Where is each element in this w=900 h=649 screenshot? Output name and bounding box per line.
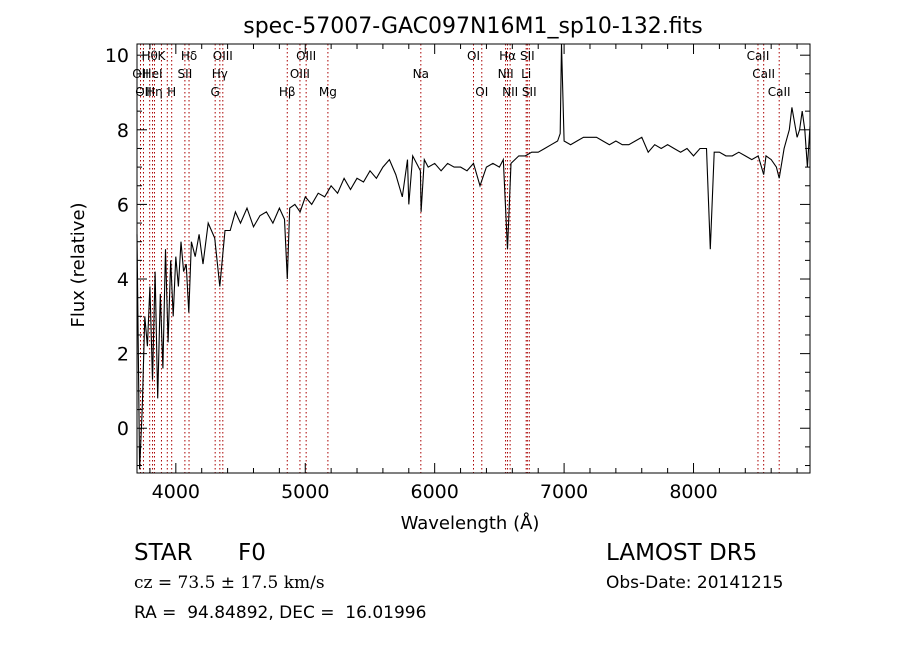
- line-marker-label: Mg: [319, 85, 337, 99]
- line-marker-label: K: [158, 49, 167, 63]
- line-marker-label: CaII: [747, 49, 770, 63]
- line-marker-label: SII: [178, 67, 193, 81]
- line-marker-label: Hγ: [212, 67, 228, 81]
- line-marker-label: CaII: [752, 67, 775, 81]
- line-marker-label: Hα: [499, 49, 516, 63]
- y-tick-label: 2: [117, 344, 129, 366]
- y-tick-label: 10: [105, 45, 129, 67]
- redshift-velocity: cz = 73.5 ± 17.5 km/s: [134, 573, 325, 593]
- line-markers: [139, 44, 780, 473]
- line-marker-label: Hθ: [141, 49, 157, 63]
- line-marker-label: Na: [413, 67, 429, 81]
- x-tick-label: 6000: [410, 481, 458, 503]
- observation-date: Obs-Date: 20141215: [606, 573, 784, 593]
- y-tick-label: 0: [117, 418, 129, 440]
- line-marker-label: H: [167, 85, 176, 99]
- y-tick-label: 4: [117, 269, 129, 291]
- y-axis-label: Flux (relative): [68, 202, 89, 327]
- x-tick-label: 4000: [152, 481, 200, 503]
- line-marker-label: OIII: [290, 67, 310, 81]
- line-marker-labels: OIIOIIHθHeIHηKHSIIHδGHγOIIIHβOIIIOIIIMgN…: [132, 49, 790, 99]
- y-tick-label: 6: [117, 194, 129, 216]
- y-tick-label: 8: [117, 120, 129, 142]
- x-tick-label: 8000: [669, 481, 717, 503]
- x-axis-label: Wavelength (Å): [401, 512, 540, 534]
- line-marker-label: OIII: [213, 49, 233, 63]
- coordinates: RA = 94.84892, DEC = 16.01996: [134, 603, 427, 623]
- survey-name: LAMOST DR5: [606, 540, 758, 566]
- object-class: STAR: [134, 540, 193, 566]
- line-marker-label: OI: [475, 85, 488, 99]
- line-marker-label: SII: [520, 49, 535, 63]
- line-marker-label: OIII: [296, 49, 316, 63]
- chart-title: spec-57007-GAC097N16M1_sp10-132.fits: [243, 14, 703, 39]
- line-marker-label: G: [211, 85, 220, 99]
- axis-ticks: 4000 5000 6000 7000 8000 0 2 4 6 8 10: [105, 44, 810, 503]
- line-marker-label: OII: [135, 85, 152, 99]
- line-marker-label: NII: [502, 85, 518, 99]
- x-tick-label: 5000: [281, 481, 329, 503]
- line-marker-label: Hδ: [181, 49, 197, 63]
- plot-frame: [136, 43, 811, 474]
- line-marker-label: Li: [521, 67, 531, 81]
- line-marker-label: HeI: [143, 67, 163, 81]
- line-marker-label: CaII: [768, 85, 791, 99]
- line-marker-label: Hη: [146, 85, 163, 99]
- line-marker-label: OI: [467, 49, 480, 63]
- line-marker-label: SII: [522, 85, 537, 99]
- x-tick-label: 7000: [540, 481, 588, 503]
- line-marker-label: Hβ: [279, 85, 296, 99]
- object-subclass: F0: [238, 540, 266, 566]
- spectrum-line: [136, 43, 811, 470]
- line-marker-label: NII: [498, 67, 514, 81]
